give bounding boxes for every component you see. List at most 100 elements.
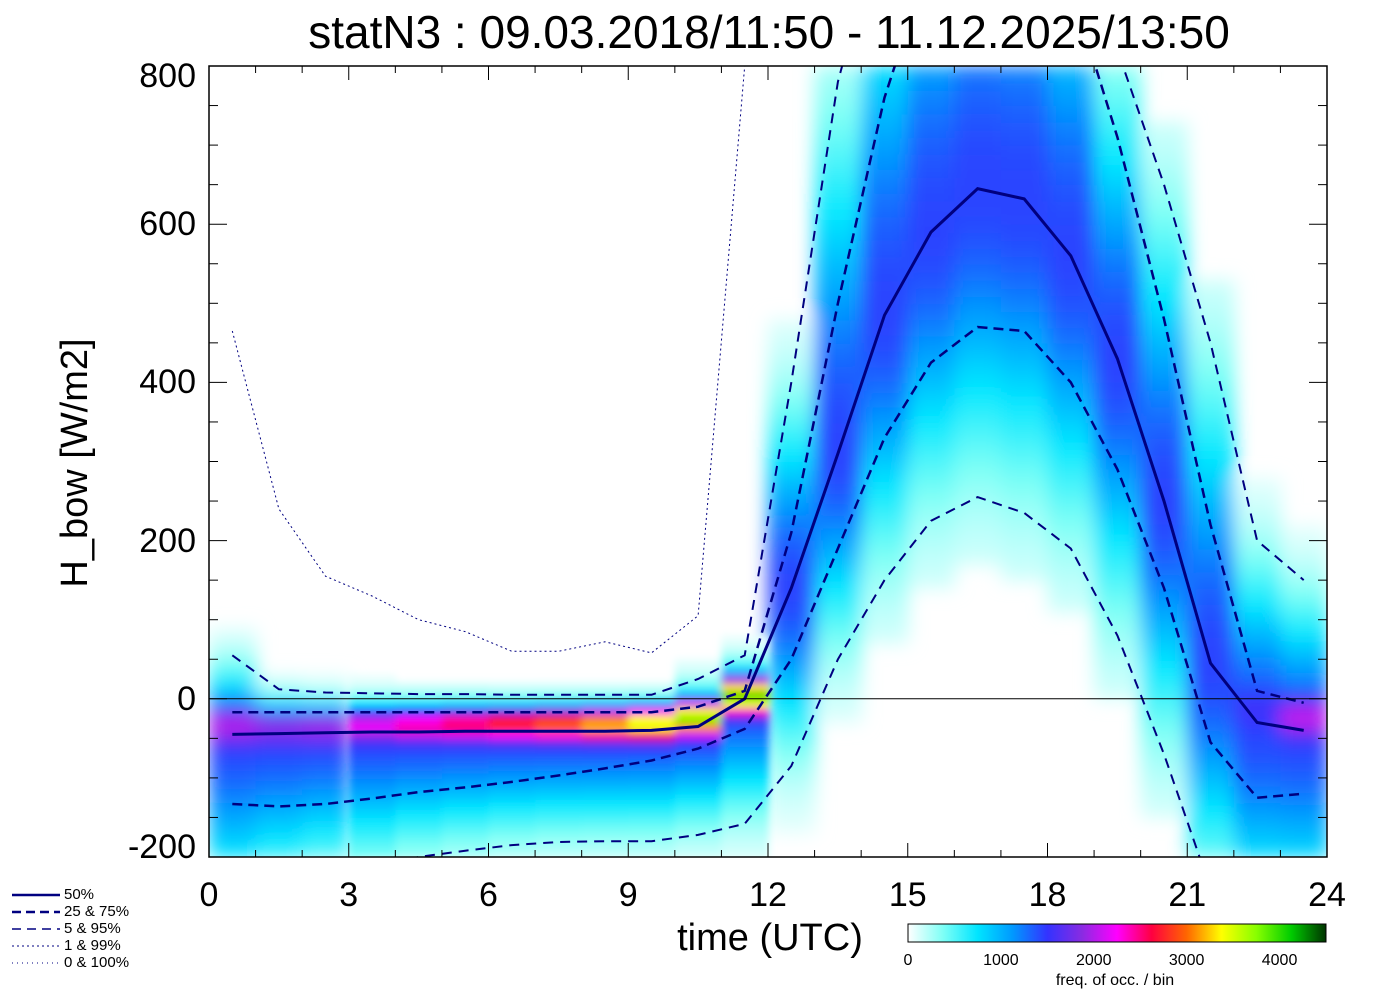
heatmap-cell <box>255 698 304 708</box>
heatmap-cell <box>768 532 816 542</box>
heatmap-cell <box>1140 667 1189 677</box>
heatmap-cell <box>861 97 909 107</box>
heatmap-cell <box>581 833 630 843</box>
heatmap-cell <box>1000 421 1049 431</box>
heatmap-cell <box>907 73 956 83</box>
heatmap-cell <box>1187 311 1235 321</box>
x-tick-label: 12 <box>749 876 787 914</box>
heatmap-cell <box>861 145 909 155</box>
heatmap-cell <box>1000 232 1049 242</box>
heatmap-cell <box>1047 382 1096 392</box>
heatmap-cell <box>768 572 816 582</box>
heatmap-cell <box>954 429 1002 439</box>
heatmap-cell <box>581 785 630 795</box>
heatmap-cell <box>395 809 443 819</box>
heatmap-cell <box>861 548 909 558</box>
heatmap-cell <box>1280 785 1327 795</box>
heatmap-cell <box>209 849 257 857</box>
y-tick-label: 200 <box>139 521 196 560</box>
heatmap-cell <box>907 580 956 590</box>
heatmap-cell <box>348 793 397 803</box>
heatmap-cell <box>907 493 956 503</box>
dotted-line-swatch <box>12 945 60 946</box>
heatmap-cell <box>1140 160 1189 170</box>
heatmap-cell <box>907 89 956 99</box>
heatmap-cell <box>1140 532 1189 542</box>
heatmap-cell <box>1233 667 1282 677</box>
heatmap-cell <box>348 682 397 692</box>
heatmap-cell <box>954 247 1002 257</box>
heatmap-cell <box>1140 342 1189 352</box>
heatmap-cell <box>581 801 630 811</box>
heatmap-cell <box>441 690 490 700</box>
heatmap-cell <box>1140 311 1189 321</box>
heatmap-cell <box>1140 603 1189 613</box>
heatmap-cell <box>674 849 723 857</box>
heatmap-cell <box>1140 390 1189 400</box>
heatmap-cell <box>1187 390 1235 400</box>
heatmap-cell <box>535 825 583 835</box>
heatmap-cell <box>814 334 863 344</box>
heatmap-cell <box>1280 603 1327 613</box>
heatmap-cell <box>1140 271 1189 281</box>
heatmap-cell <box>1047 406 1096 416</box>
heatmap-cell <box>721 809 769 819</box>
heatmap-cell <box>814 216 863 226</box>
heatmap-cell <box>814 192 863 202</box>
heatmap-cell <box>535 785 583 795</box>
heatmap-cell <box>628 817 676 827</box>
heatmap-cell <box>814 366 863 376</box>
heatmap-cell <box>1187 469 1235 479</box>
heatmap-cell <box>814 271 863 281</box>
heatmap-cell <box>1140 516 1189 526</box>
heatmap-cell <box>1140 714 1189 724</box>
heatmap-cell <box>628 833 676 843</box>
heatmap-cell <box>441 714 490 724</box>
heatmap-cell <box>535 714 583 724</box>
heatmap-cell <box>488 801 537 811</box>
heatmap-cell <box>1047 414 1096 423</box>
heatmap-cell <box>1094 461 1142 471</box>
heatmap-cell <box>768 342 816 352</box>
heatmap-cell <box>1280 706 1327 716</box>
heatmap-cell <box>1000 564 1049 574</box>
heatmap-cell <box>488 833 537 843</box>
heatmap-cell <box>1094 216 1142 226</box>
heatmap-cell <box>488 825 537 835</box>
heatmap-cell <box>861 224 909 234</box>
heatmap-cell <box>1140 255 1189 265</box>
legend-item-quartiles: 25 & 75% <box>10 903 129 920</box>
heatmap-cell <box>581 698 630 708</box>
heatmap-cell <box>1094 303 1142 313</box>
heatmap-cell <box>1094 97 1142 107</box>
heatmap-cell <box>1233 651 1282 661</box>
heatmap-cell <box>1187 564 1235 574</box>
heatmap-cell <box>1280 777 1327 787</box>
heatmap-cell <box>674 698 723 708</box>
heatmap-cell <box>1233 595 1282 605</box>
heatmap-cell <box>861 516 909 526</box>
heatmap-cell <box>954 445 1002 455</box>
heatmap-cell <box>488 809 537 819</box>
heatmap-cell <box>674 801 723 811</box>
heatmap-cell <box>1094 627 1142 637</box>
heatmap-cell <box>441 738 490 748</box>
heatmap-cell <box>768 682 816 692</box>
heatmap-cell <box>1094 690 1142 700</box>
heatmap-cell <box>768 382 816 392</box>
heatmap-cell <box>954 469 1002 479</box>
heatmap-cell <box>1047 224 1096 234</box>
heatmap-cell <box>768 611 816 621</box>
heatmap-cell <box>1187 334 1235 344</box>
heatmap-cell <box>395 714 443 724</box>
heatmap-cell <box>1094 73 1142 83</box>
heatmap-cell <box>907 255 956 265</box>
heatmap-cell <box>1187 406 1235 416</box>
heatmap-cell <box>907 469 956 479</box>
heatmap-cell <box>1187 635 1235 645</box>
heatmap-cell <box>1280 769 1327 779</box>
heatmap-cell <box>814 524 863 534</box>
heatmap-cell <box>1047 334 1096 344</box>
heatmap-cell <box>1140 176 1189 186</box>
heatmap-cell <box>1187 793 1235 803</box>
